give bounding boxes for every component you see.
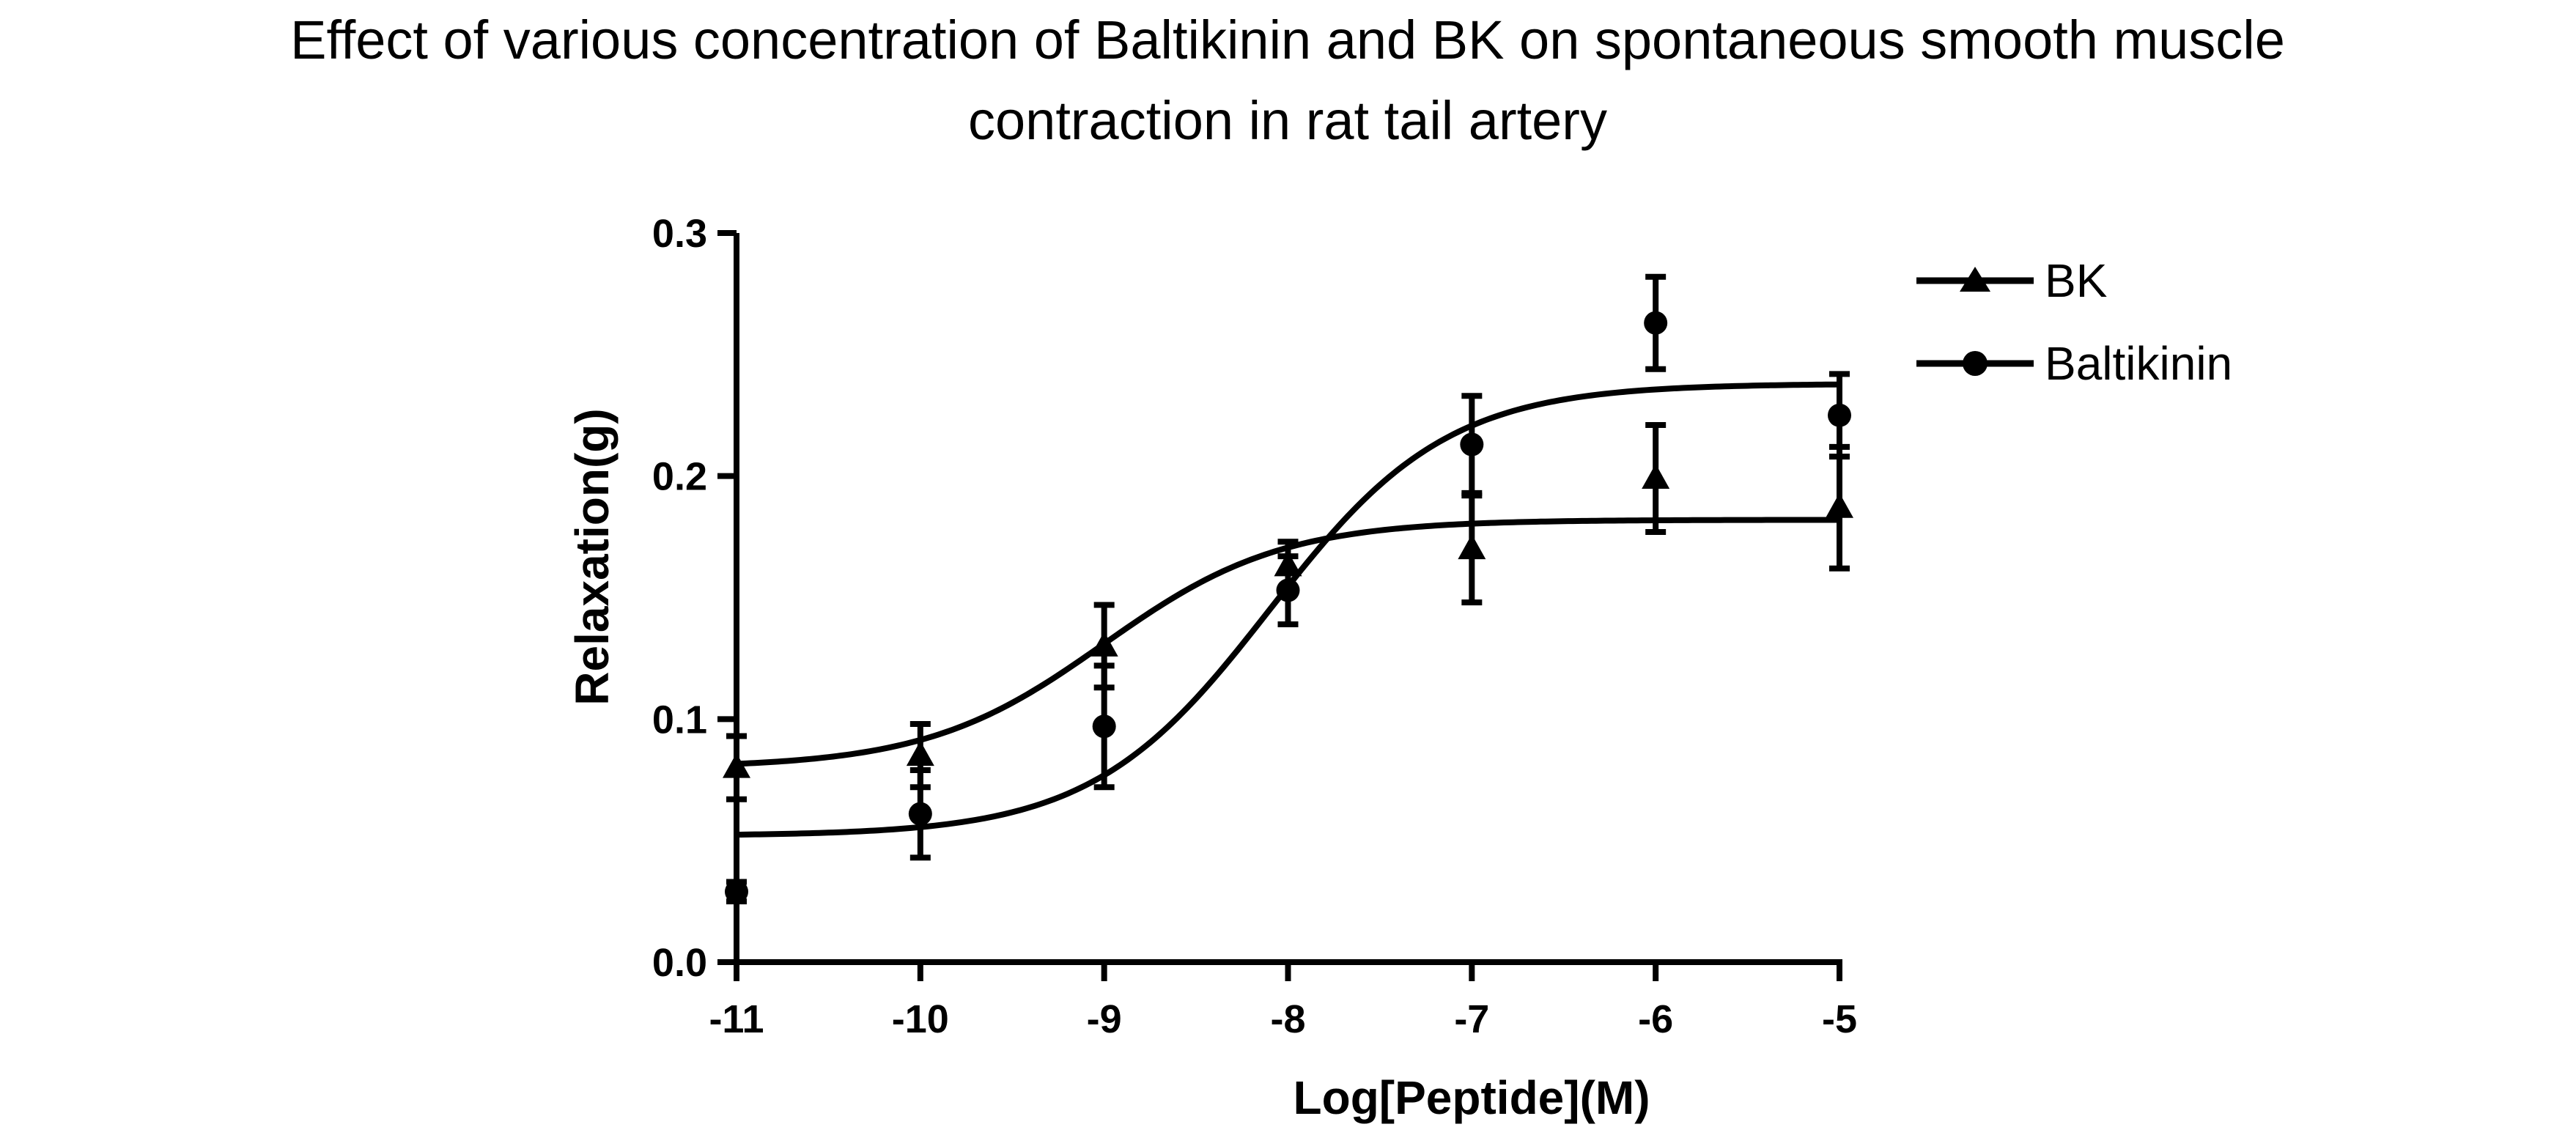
- x-tick-label: -10: [892, 997, 949, 1041]
- x-tick-label: -7: [1454, 997, 1489, 1041]
- marker-baltikinin: [725, 879, 748, 904]
- legend-label-bk: BK: [2045, 254, 2107, 307]
- data-point-bk: [1826, 443, 1853, 572]
- data-point-baltikinin: [725, 879, 748, 905]
- data-point-baltikinin: [1828, 371, 1851, 460]
- y-axis-label: Relaxation(g): [566, 408, 619, 705]
- marker-baltikinin: [1828, 403, 1851, 427]
- x-tick-label: -6: [1638, 997, 1673, 1041]
- data-point-bk: [1642, 422, 1670, 535]
- marker-bk: [723, 753, 750, 778]
- legend: BK Baltikinin: [1916, 254, 2232, 390]
- data-point-baltikinin: [1092, 662, 1116, 791]
- marker-bk: [1458, 534, 1486, 560]
- x-tick-label: -11: [709, 997, 764, 1041]
- data-point-baltikinin: [1644, 273, 1668, 372]
- marker-baltikinin: [1092, 714, 1116, 739]
- circle-marker-icon: [1963, 351, 1988, 376]
- legend-item-baltikinin: Baltikinin: [1916, 337, 2232, 390]
- legend-label-baltikinin: Baltikinin: [2045, 337, 2232, 390]
- chart-title-line-2: contraction in rat tail artery: [968, 90, 1607, 151]
- data-point-bk: [1458, 492, 1486, 606]
- data-point-baltikinin: [1276, 553, 1300, 627]
- x-axis-label: Log[Peptide](M): [1293, 1071, 1650, 1124]
- data-points: [723, 273, 1853, 905]
- marker-baltikinin: [908, 802, 932, 826]
- legend-item-bk: BK: [1916, 254, 2107, 307]
- chart-title-line-1: Effect of various concentration of Balti…: [290, 10, 2285, 70]
- x-tick-label: -9: [1087, 997, 1122, 1041]
- triangle-marker-icon: [1960, 267, 1990, 292]
- x-tick-label: -5: [1822, 997, 1857, 1041]
- marker-bk: [1642, 463, 1670, 489]
- data-point-baltikinin: [908, 766, 932, 861]
- data-point-bk: [723, 733, 750, 802]
- y-tick-label: 0.0: [652, 941, 707, 985]
- plot-area: 0.0 0.1 0.2 0.3 -11 -10 -9 -8 -7 -6 -5: [652, 212, 1857, 1041]
- data-point-baltikinin: [1460, 393, 1484, 496]
- y-tick-label: 0.3: [652, 212, 707, 256]
- y-tick-label: 0.1: [652, 698, 707, 742]
- marker-bk: [1090, 631, 1118, 657]
- marker-bk: [1826, 492, 1853, 518]
- marker-baltikinin: [1276, 578, 1300, 602]
- marker-baltikinin: [1460, 432, 1484, 457]
- marker-bk: [906, 741, 934, 766]
- x-tick-label: -8: [1270, 997, 1305, 1041]
- marker-baltikinin: [1644, 311, 1668, 335]
- y-tick-label: 0.2: [652, 455, 707, 499]
